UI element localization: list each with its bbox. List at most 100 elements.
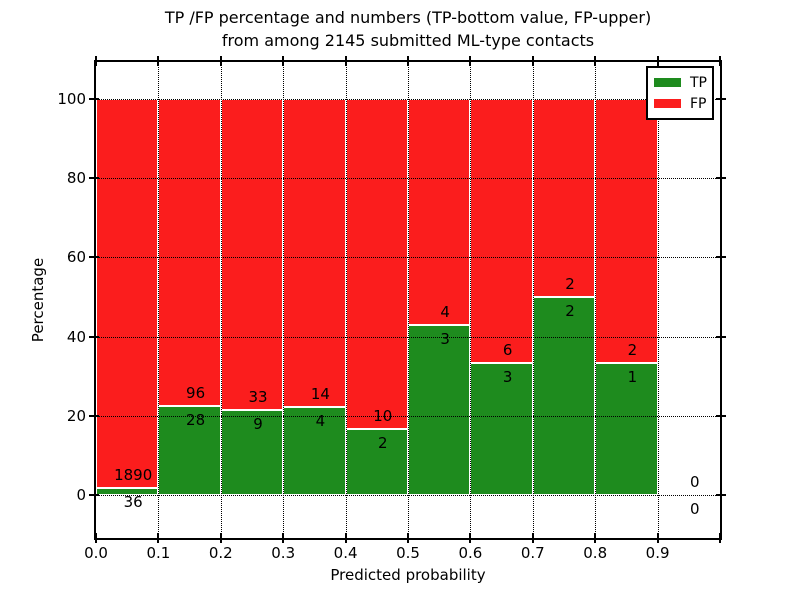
- gridline-vertical: [657, 62, 659, 538]
- y-tick-mark-left: [89, 414, 99, 417]
- bar-count-label-tp: 0: [690, 500, 700, 518]
- y-tick-mark-left: [89, 256, 99, 259]
- x-tick-label: 0.0: [84, 544, 108, 562]
- bar-count-label-fp: 10: [373, 407, 393, 425]
- y-tick-mark-left: [89, 98, 99, 100]
- gridline-vertical: [532, 62, 534, 538]
- y-tick-label: 80: [66, 169, 86, 188]
- x-tick-mark-bottom: [157, 533, 160, 543]
- y-tick-mark-left: [89, 494, 99, 496]
- x-tick-mark-top: [594, 56, 597, 66]
- bar-count-label-tp: 1: [627, 368, 638, 386]
- legend-label-fp: FP: [690, 95, 707, 112]
- bar-count-label-fp: 2: [565, 275, 575, 293]
- bar-count-label-fp: 2: [627, 341, 638, 359]
- x-tick-mark-top: [157, 56, 160, 66]
- bar-count-label-fp: 33: [248, 388, 268, 407]
- x-tick-mark-top: [344, 56, 347, 66]
- bar-count-label-tp: 36: [123, 492, 143, 511]
- bar-fp-segment: [158, 99, 221, 406]
- x-tick-mark-top: [719, 56, 721, 66]
- y-tick-mark-right: [716, 335, 726, 338]
- y-tick-label: 60: [66, 248, 86, 267]
- x-tick-label: 0.8: [583, 544, 608, 562]
- y-tick-mark-left: [89, 177, 99, 180]
- bar-tp-segment: [96, 487, 159, 495]
- x-tick-mark-top: [282, 56, 285, 66]
- bar-count-label-tp: 4: [315, 412, 326, 430]
- bars-layer: [96, 62, 720, 538]
- bar-fp-segment: [470, 99, 533, 363]
- ticks-layer: 0.0 0.1 0.2 0.3 0.4 0.5 0.6 0.7 0.8 0.9 0 20 40 60 80 1…: [57, 56, 726, 562]
- x-tick-label: 0.9: [645, 544, 670, 562]
- bar-fp-segment: [408, 99, 471, 326]
- bar-count-label-tp: 3: [502, 368, 513, 386]
- bar-fp-segment: [595, 99, 658, 363]
- legend-swatch-fp: [654, 99, 681, 108]
- bar-count-label-tp: 28: [186, 410, 206, 429]
- x-tick-mark-top: [407, 56, 409, 66]
- bar-count-label-fp: 96: [186, 383, 206, 402]
- x-tick-mark-bottom: [531, 533, 534, 543]
- x-tick-mark-bottom: [656, 533, 659, 543]
- plot-area: 0.0 0.1 0.2 0.3 0.4 0.5 0.6 0.7 0.8 0.9 0 20 40 60 80 1…: [57, 56, 726, 562]
- x-tick-label: 0.1: [146, 544, 171, 562]
- x-tick-mark-bottom: [282, 533, 285, 543]
- x-tick-label: 0.4: [333, 544, 358, 562]
- x-tick-mark-top: [95, 56, 97, 66]
- bar-tp-segment: [345, 429, 408, 495]
- y-tick-label: 40: [66, 327, 86, 346]
- legend-label-tp: TP: [690, 74, 707, 91]
- bar-count-label-tp: 2: [378, 434, 388, 452]
- bar-count-label-fp: 6: [502, 341, 513, 359]
- bar-tp-segment: [532, 297, 596, 495]
- bar-fp-segment: [345, 99, 408, 429]
- y-tick-mark-right: [716, 98, 726, 100]
- x-axis-label: Predicted probability: [330, 566, 486, 584]
- gridline-vertical: [408, 62, 409, 538]
- x-tick-mark-top: [219, 56, 222, 66]
- y-tick-label: 0: [76, 486, 86, 504]
- gridline-vertical: [470, 62, 472, 538]
- bar-count-label-tp: 3: [440, 330, 450, 349]
- bar-count-label-fp: 4: [440, 303, 450, 322]
- gridline-vertical: [345, 62, 347, 538]
- value-labels-layer: 1890 36 96 28 33 9 14 4 10 2 4 3 6 3 2 2 2 1 0 0: [96, 62, 720, 538]
- x-tick-label: 0.6: [458, 544, 483, 562]
- gridline-vertical: [158, 62, 160, 538]
- x-tick-label: 0.2: [208, 544, 233, 562]
- y-tick-mark-right: [716, 414, 726, 417]
- gridline-vertical: [220, 62, 222, 538]
- y-tick-mark-right: [716, 177, 726, 180]
- bar-count-label-fp: 14: [310, 385, 330, 403]
- legend-entry-tp: TP: [654, 72, 707, 93]
- x-tick-mark-bottom: [407, 533, 409, 543]
- x-tick-mark-top: [656, 56, 659, 66]
- x-tick-label: 0.5: [396, 544, 420, 562]
- x-tick-mark-bottom: [719, 533, 721, 543]
- legend-entry-fp: FP: [654, 93, 707, 114]
- y-tick-mark-left: [89, 335, 99, 338]
- y-tick-mark-right: [716, 256, 726, 259]
- bar-count-label-tp: 9: [253, 415, 263, 434]
- legend: TP FP: [646, 66, 714, 120]
- x-tick-mark-bottom: [594, 533, 597, 543]
- gridline-vertical: [595, 62, 597, 538]
- bar-count-label-tp: 2: [565, 302, 575, 320]
- legend-swatch-tp: [654, 78, 681, 87]
- chart-title-line2: from among 2145 submitted ML-type contac…: [221, 31, 595, 50]
- bar-tp-segment: [595, 363, 658, 495]
- x-tick-mark-bottom: [219, 533, 222, 543]
- x-tick-mark-bottom: [95, 533, 97, 543]
- bar-count-label-fp: 0: [690, 473, 700, 491]
- bar-fp-segment: [96, 99, 159, 488]
- y-tick-label: 100: [57, 90, 86, 108]
- x-tick-mark-bottom: [469, 533, 472, 543]
- x-tick-label: 0.7: [520, 544, 545, 562]
- gridline-vertical: [283, 62, 285, 538]
- chart-title: TP /FP percentage and numbers (TP-bottom…: [96, 6, 720, 52]
- y-tick-mark-right: [716, 494, 726, 496]
- bar-fp-segment: [532, 99, 596, 297]
- bar-tp-segment: [220, 410, 284, 495]
